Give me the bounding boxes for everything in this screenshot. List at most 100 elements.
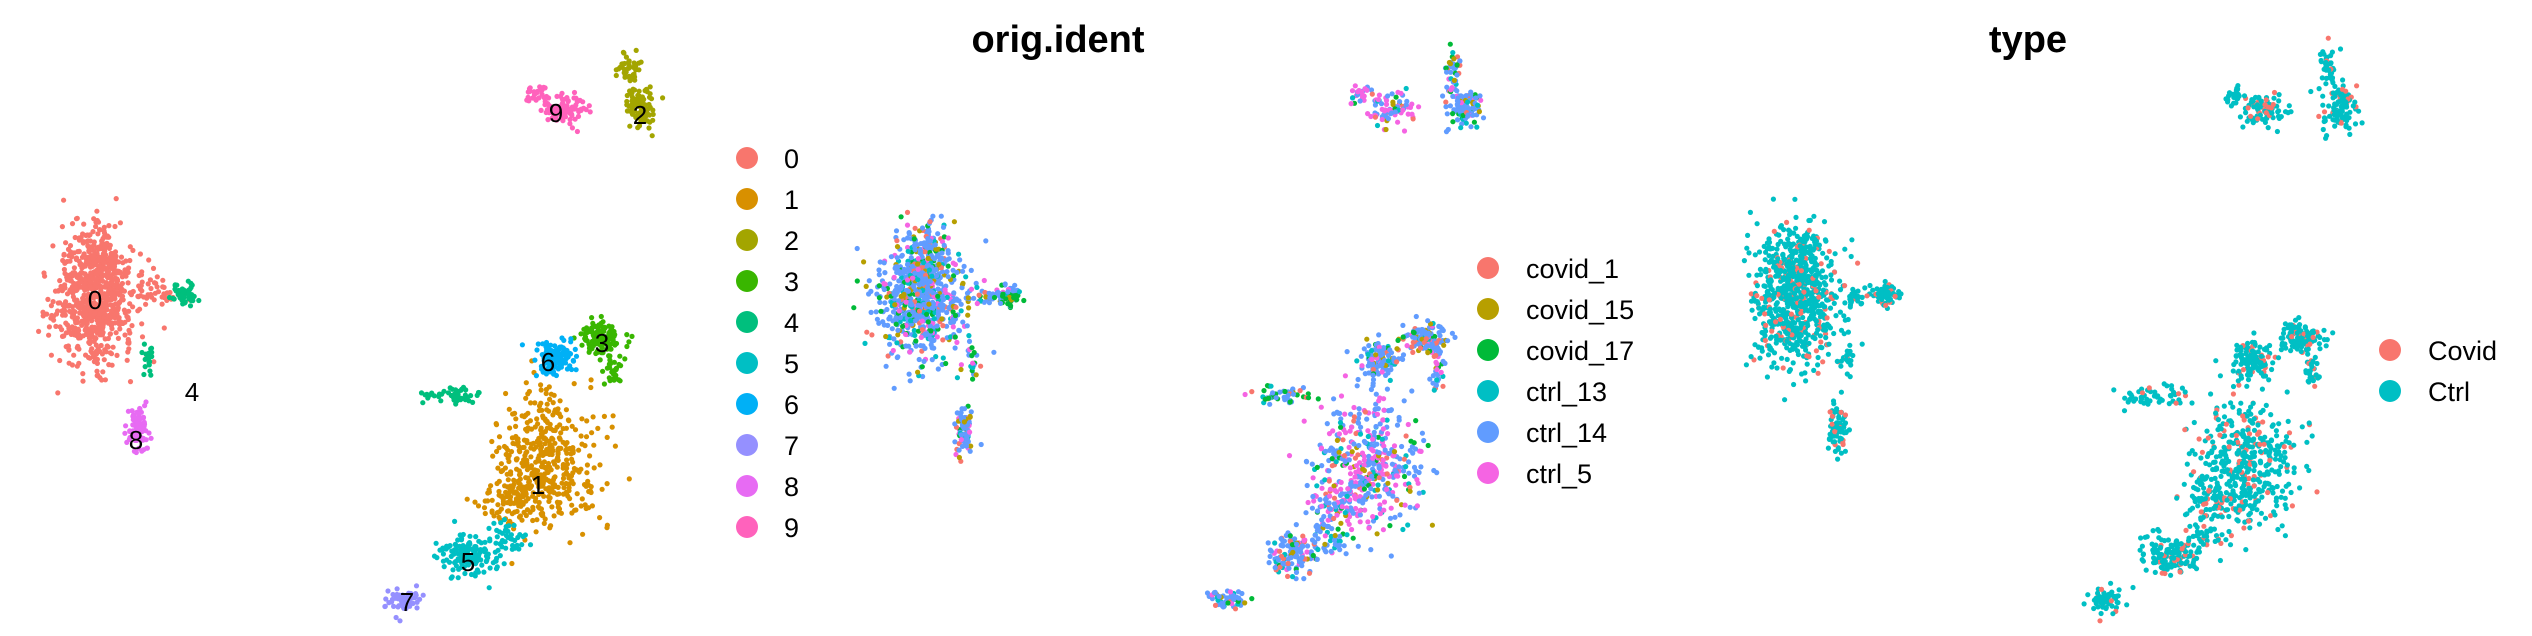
cluster-point-1 [551, 475, 557, 481]
cluster-point-1 [568, 451, 574, 457]
cluster-point-5 [494, 564, 500, 570]
orig-ident-point-1 [1301, 418, 1307, 424]
cluster-point-9 [524, 97, 530, 103]
orig-ident-point-9 [1398, 90, 1404, 96]
cluster-point-5 [487, 565, 493, 571]
orig-ident-point-1 [1392, 467, 1398, 473]
cluster-point-0 [97, 322, 103, 328]
legend-key-2 [736, 229, 758, 251]
cluster-point-5 [473, 534, 479, 540]
cluster-point-0 [102, 377, 108, 383]
cluster-point-4 [142, 364, 148, 370]
orig-ident-point-0 [935, 293, 941, 299]
cluster-point-0 [69, 362, 75, 368]
orig-ident-point-5 [1267, 547, 1273, 553]
orig-ident-point-4 [1261, 388, 1267, 394]
type-point-0 [1747, 209, 1753, 215]
cluster-point-1 [552, 482, 558, 488]
scatter-points [36, 47, 666, 624]
cluster-point-0 [127, 257, 133, 264]
cluster-point-0 [100, 369, 106, 375]
orig-ident-point-7 [1212, 602, 1219, 609]
cluster-point-5 [501, 561, 507, 567]
cluster-point-0 [66, 302, 72, 308]
cluster-point-5 [494, 534, 500, 540]
orig-ident-point-0 [877, 299, 883, 305]
cluster-point-1 [518, 503, 524, 509]
orig-ident-point-5 [1341, 543, 1347, 549]
cluster-point-0 [57, 357, 63, 364]
cluster-point-1 [510, 484, 516, 490]
orig-ident-point-0 [894, 244, 901, 250]
cluster-point-5 [505, 528, 511, 535]
cluster-point-1 [543, 476, 549, 482]
cluster-point-1 [546, 384, 552, 390]
cluster-point-1 [551, 490, 557, 496]
orig-ident-point-0 [919, 318, 925, 324]
orig-ident-point-2 [1464, 99, 1471, 105]
orig-ident-point-1 [1380, 527, 1386, 533]
orig-ident-point-0 [912, 247, 918, 253]
orig-ident-point-6 [1387, 377, 1393, 383]
orig-ident-point-9 [1350, 95, 1356, 101]
cluster-point-0 [91, 252, 97, 258]
orig-ident-point-4 [991, 294, 998, 301]
type-point-0 [1849, 237, 1855, 243]
cluster-point-1 [481, 505, 488, 511]
cluster-point-4 [141, 371, 147, 378]
cluster-point-9 [543, 109, 549, 116]
orig-ident-point-5 [1298, 555, 1305, 561]
cluster-point-1 [558, 414, 564, 420]
orig-ident-point-0 [961, 263, 967, 269]
orig-ident-point-3 [1425, 330, 1431, 336]
orig-ident-point-1 [1338, 479, 1344, 485]
orig-ident-point-0 [935, 286, 941, 292]
orig-ident-point-0 [908, 318, 914, 324]
cluster-point-7 [407, 603, 413, 609]
legend-key-ctrl_14 [1477, 421, 1499, 443]
orig-ident-point-1 [1357, 519, 1363, 525]
cluster-label-4: 4 [185, 377, 199, 407]
cluster-point-0 [127, 244, 133, 250]
cluster-point-0 [143, 301, 149, 307]
cluster-point-1 [524, 457, 530, 463]
cluster-point-1 [566, 418, 572, 424]
cluster-point-0 [101, 260, 107, 266]
cluster-point-0 [55, 308, 61, 314]
type-point-0 [1743, 362, 1749, 368]
cluster-point-1 [587, 453, 593, 459]
cluster-point-1 [496, 488, 502, 495]
orig-ident-point-9 [1385, 116, 1391, 122]
orig-ident-point-1 [1407, 488, 1413, 494]
orig-ident-point-0 [876, 320, 882, 326]
cluster-point-5 [470, 559, 476, 565]
orig-ident-point-0 [919, 225, 926, 231]
orig-ident-point-1 [1352, 483, 1359, 489]
orig-ident-point-8 [967, 414, 973, 420]
cluster-point-0 [78, 261, 84, 267]
orig-ident-point-1 [1358, 353, 1364, 359]
cluster-point-0 [161, 325, 167, 331]
cluster-point-0 [78, 269, 84, 276]
cluster-point-6 [572, 346, 578, 352]
orig-ident-point-1 [1401, 456, 1407, 462]
cluster-point-9 [538, 107, 544, 113]
cluster-point-1 [503, 390, 509, 397]
orig-ident-point-1 [1346, 457, 1352, 463]
cluster-point-0 [113, 330, 119, 336]
cluster-point-2 [627, 123, 633, 129]
cluster-point-1 [518, 486, 524, 492]
cluster-point-2 [626, 59, 632, 65]
cluster-point-3 [598, 313, 604, 320]
orig-ident-point-0 [915, 266, 921, 272]
cluster-point-5 [466, 553, 472, 559]
cluster-point-5 [450, 567, 456, 573]
cluster-point-3 [601, 381, 608, 387]
cluster-point-9 [573, 102, 579, 108]
orig-ident-point-4 [1011, 295, 1017, 301]
cluster-point-3 [593, 350, 599, 357]
orig-ident-point-1 [1393, 482, 1399, 488]
cluster-point-1 [504, 471, 510, 477]
orig-ident-point-1 [1362, 409, 1368, 415]
cluster-point-8 [131, 432, 137, 438]
